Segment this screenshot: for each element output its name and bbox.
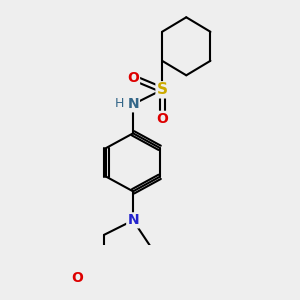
Text: S: S	[157, 82, 168, 97]
Text: H: H	[115, 97, 124, 110]
Text: O: O	[127, 71, 139, 85]
Text: O: O	[71, 272, 83, 285]
Text: N: N	[127, 213, 139, 227]
Text: O: O	[156, 112, 168, 126]
Text: N: N	[127, 97, 139, 111]
